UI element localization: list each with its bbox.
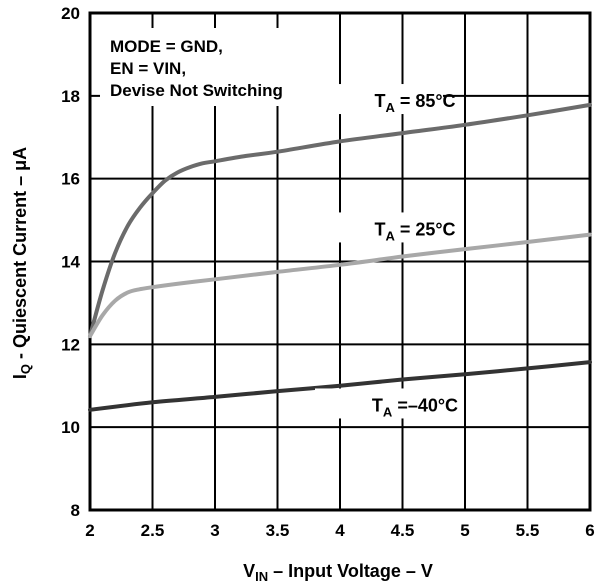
annotation-line-2: EN = VIN,: [110, 59, 186, 78]
series-line-0: [88, 102, 592, 339]
x-axis-title-sub: IN: [255, 569, 268, 584]
series-label-0: TA = 85°C: [374, 91, 455, 115]
y-tick-label: 18: [61, 87, 80, 106]
series-label-background: [315, 212, 443, 243]
x-tick-labels: 2 2.5 3 3.5 4 4.5 5 5.5 6: [85, 521, 594, 540]
y-tick-label: 10: [61, 418, 80, 437]
series-labels: TA = 85°CTA = 25°CTA =–40°C: [315, 84, 458, 419]
series-label-rest: =–40°C: [392, 395, 458, 415]
x-tick-label: 5: [460, 521, 469, 540]
series-label-background: [315, 84, 443, 115]
x-tick-label: 6: [585, 521, 594, 540]
x-axis-title-rest: – Input Voltage – V: [268, 561, 433, 581]
y-tick-label: 14: [61, 253, 80, 272]
axes: [88, 11, 592, 512]
series-label-1: TA = 25°C: [374, 219, 455, 243]
series-label-main: T: [372, 395, 383, 415]
x-tick-label: 3.5: [266, 521, 290, 540]
y-tick-label: 20: [61, 4, 80, 23]
x-axis-title: VIN – Input Voltage – V: [243, 561, 433, 584]
series-label-rest: = 25°C: [395, 219, 456, 239]
x-tick-label: 3: [210, 521, 219, 540]
y-tick-label: 16: [61, 170, 80, 189]
plot-frame: [88, 11, 592, 512]
series-label-background: [315, 388, 443, 419]
y-tick-labels: 8 10 12 14 16 18 20: [61, 4, 80, 520]
y-axis-title-sub: Q: [18, 364, 33, 374]
y-axis-title-rest: - Quiescent Current – μA: [10, 147, 30, 364]
series-line-2: [88, 360, 592, 412]
y-tick-label: 12: [61, 335, 80, 354]
x-tick-label: 2: [85, 521, 94, 540]
series-label-sub: A: [383, 404, 393, 419]
annotation-background: [100, 28, 332, 106]
y-tick-label: 8: [71, 501, 80, 520]
series-label-rest: = 85°C: [395, 91, 456, 111]
x-tick-label: 4: [335, 521, 345, 540]
series-line-1: [88, 232, 592, 339]
series-label-sub: A: [385, 100, 395, 115]
y-axis-title: IQ - Quiescent Current – μA: [10, 147, 33, 379]
annotation-line-1: MODE = GND,: [110, 37, 223, 56]
x-tick-label: 4.5: [391, 521, 415, 540]
x-tick-label: 5.5: [516, 521, 540, 540]
annotation-box: MODE = GND, EN = VIN, Devise Not Switchi…: [100, 28, 332, 106]
series-lines: [88, 102, 592, 412]
series-label-main: T: [374, 91, 385, 111]
series-label-main: T: [374, 219, 385, 239]
series-label-sub: A: [385, 228, 395, 243]
y-axis-title-main: I: [10, 374, 30, 379]
x-tick-label: 2.5: [141, 521, 165, 540]
series-label-2: TA =–40°C: [372, 395, 458, 419]
x-axis-title-main: V: [243, 561, 255, 581]
annotation-line-3: Devise Not Switching: [110, 81, 283, 100]
